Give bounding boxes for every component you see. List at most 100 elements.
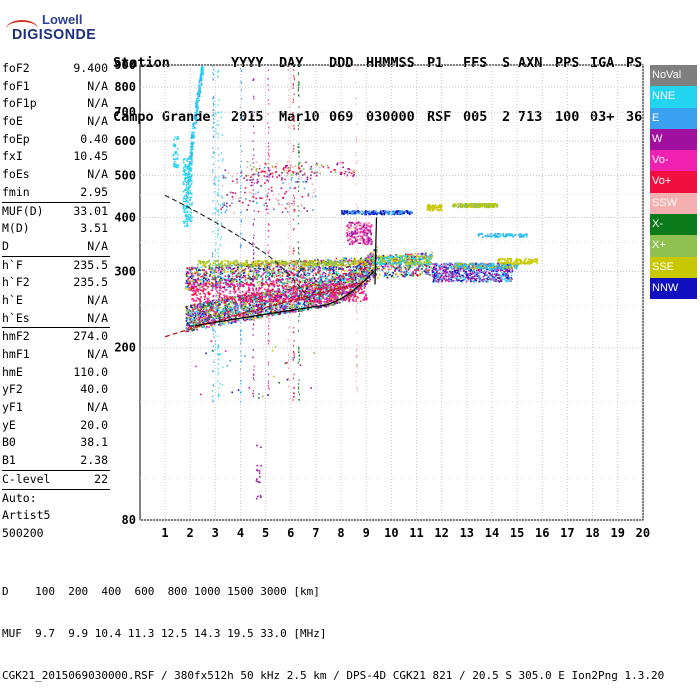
echo-dot: [310, 300, 312, 302]
echo-dot: [279, 281, 281, 283]
echo-dot: [392, 272, 394, 274]
echo-dot: [214, 319, 216, 321]
echo-dot: [311, 305, 313, 307]
echo-dot: [285, 306, 287, 308]
echo-dot: [211, 285, 213, 287]
echo-dot: [223, 282, 225, 284]
echo-dot: [226, 284, 228, 286]
echo-dot: [245, 300, 247, 302]
echo-dot: [401, 269, 403, 271]
echo-dot: [192, 314, 194, 316]
echo-dot: [269, 274, 271, 276]
x-tick-label: 18: [585, 526, 599, 540]
echo-dot: [357, 278, 359, 280]
echo-dot: [215, 313, 217, 315]
echo-dot: [258, 281, 260, 283]
echo-dot: [350, 283, 352, 285]
echo-dot: [286, 288, 288, 290]
echo-dot: [267, 283, 269, 285]
echo-dot: [208, 286, 210, 288]
echo-dot: [235, 291, 237, 293]
echo-dot: [187, 324, 189, 326]
echo-dot: [360, 278, 362, 280]
echo-dot: [273, 276, 275, 278]
echo-dot: [272, 296, 274, 298]
echo-dot: [306, 274, 308, 276]
echo-dot: [325, 287, 327, 289]
echo-dot: [230, 306, 232, 308]
echo-dot: [303, 267, 305, 269]
echo-dot: [229, 322, 231, 324]
echo-dot: [187, 278, 189, 280]
echo-dot: [193, 288, 195, 290]
echo-dot: [212, 317, 214, 319]
echo-dot: [215, 287, 217, 289]
echo-dot: [302, 295, 304, 297]
echo-dot: [263, 300, 265, 302]
echo-dot: [278, 289, 280, 291]
echo-dot: [231, 311, 233, 313]
echo-dot: [191, 267, 193, 269]
echo-dot: [230, 283, 232, 285]
echo-dot: [324, 267, 326, 269]
echo-dot: [207, 292, 209, 294]
echo-dot: [341, 283, 343, 285]
echo-dot: [202, 319, 204, 321]
echo-dot: [255, 305, 257, 307]
echo-dot: [252, 296, 254, 298]
echo-dot: [266, 274, 268, 276]
echo-dot: [395, 269, 397, 271]
echo-dot: [340, 259, 342, 261]
echo-dot: [309, 267, 311, 269]
echo-dot: [267, 275, 269, 277]
echo-dot: [205, 293, 207, 295]
echo-dot: [411, 266, 413, 268]
echo-dot: [272, 315, 274, 317]
echo-dot: [206, 273, 208, 275]
echo-dot: [312, 300, 314, 302]
echo-dot: [285, 282, 287, 284]
echo-dot: [219, 307, 221, 309]
echo-dot: [281, 279, 283, 281]
echo-dot: [369, 267, 371, 269]
echo-dot: [191, 288, 193, 290]
echo-dot: [273, 285, 275, 287]
echo-dot: [355, 278, 357, 280]
echo-dot: [262, 316, 264, 318]
echo-dot: [319, 271, 321, 273]
echo-dot: [300, 291, 302, 293]
echo-dot: [210, 304, 212, 306]
echo-dot: [252, 294, 254, 296]
echo-dot: [233, 302, 235, 304]
echo-dot: [370, 253, 372, 255]
echo-dot: [264, 303, 266, 305]
echo-dot: [256, 292, 258, 294]
echo-dot: [355, 266, 357, 268]
echo-dot: [212, 289, 214, 291]
echo-dot: [196, 329, 198, 331]
echo-dot: [250, 314, 252, 316]
echo-dot: [366, 271, 368, 273]
echo-dot: [197, 278, 199, 280]
echo-dot: [345, 293, 347, 295]
echo-dot: [316, 294, 318, 296]
echo-dot: [203, 278, 205, 280]
echo-dot: [228, 276, 230, 278]
echo-dot: [273, 269, 275, 271]
echo-dot: [192, 310, 194, 312]
echo-dot: [220, 311, 222, 313]
echo-dot: [208, 268, 210, 270]
echo-dot: [293, 285, 295, 287]
echo-dot: [331, 298, 333, 300]
echo-dot: [334, 295, 336, 297]
echo-dot: [316, 291, 318, 293]
echo-dot: [265, 298, 267, 300]
echo-dot: [197, 271, 199, 273]
echo-dot: [311, 285, 313, 287]
echo-dot: [185, 282, 187, 284]
echo-dot: [276, 282, 278, 284]
echo-dot: [291, 282, 293, 284]
echo-dot: [186, 271, 188, 273]
echo-dot: [318, 282, 320, 284]
echo-dot: [303, 275, 305, 277]
